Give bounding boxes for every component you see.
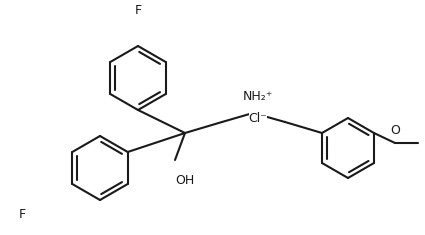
Text: F: F: [18, 208, 26, 222]
Text: F: F: [134, 4, 142, 16]
Text: OH: OH: [176, 173, 195, 187]
Text: O: O: [390, 124, 400, 137]
Text: NH₂⁺: NH₂⁺: [243, 90, 273, 103]
Text: Cl⁻: Cl⁻: [249, 111, 267, 125]
